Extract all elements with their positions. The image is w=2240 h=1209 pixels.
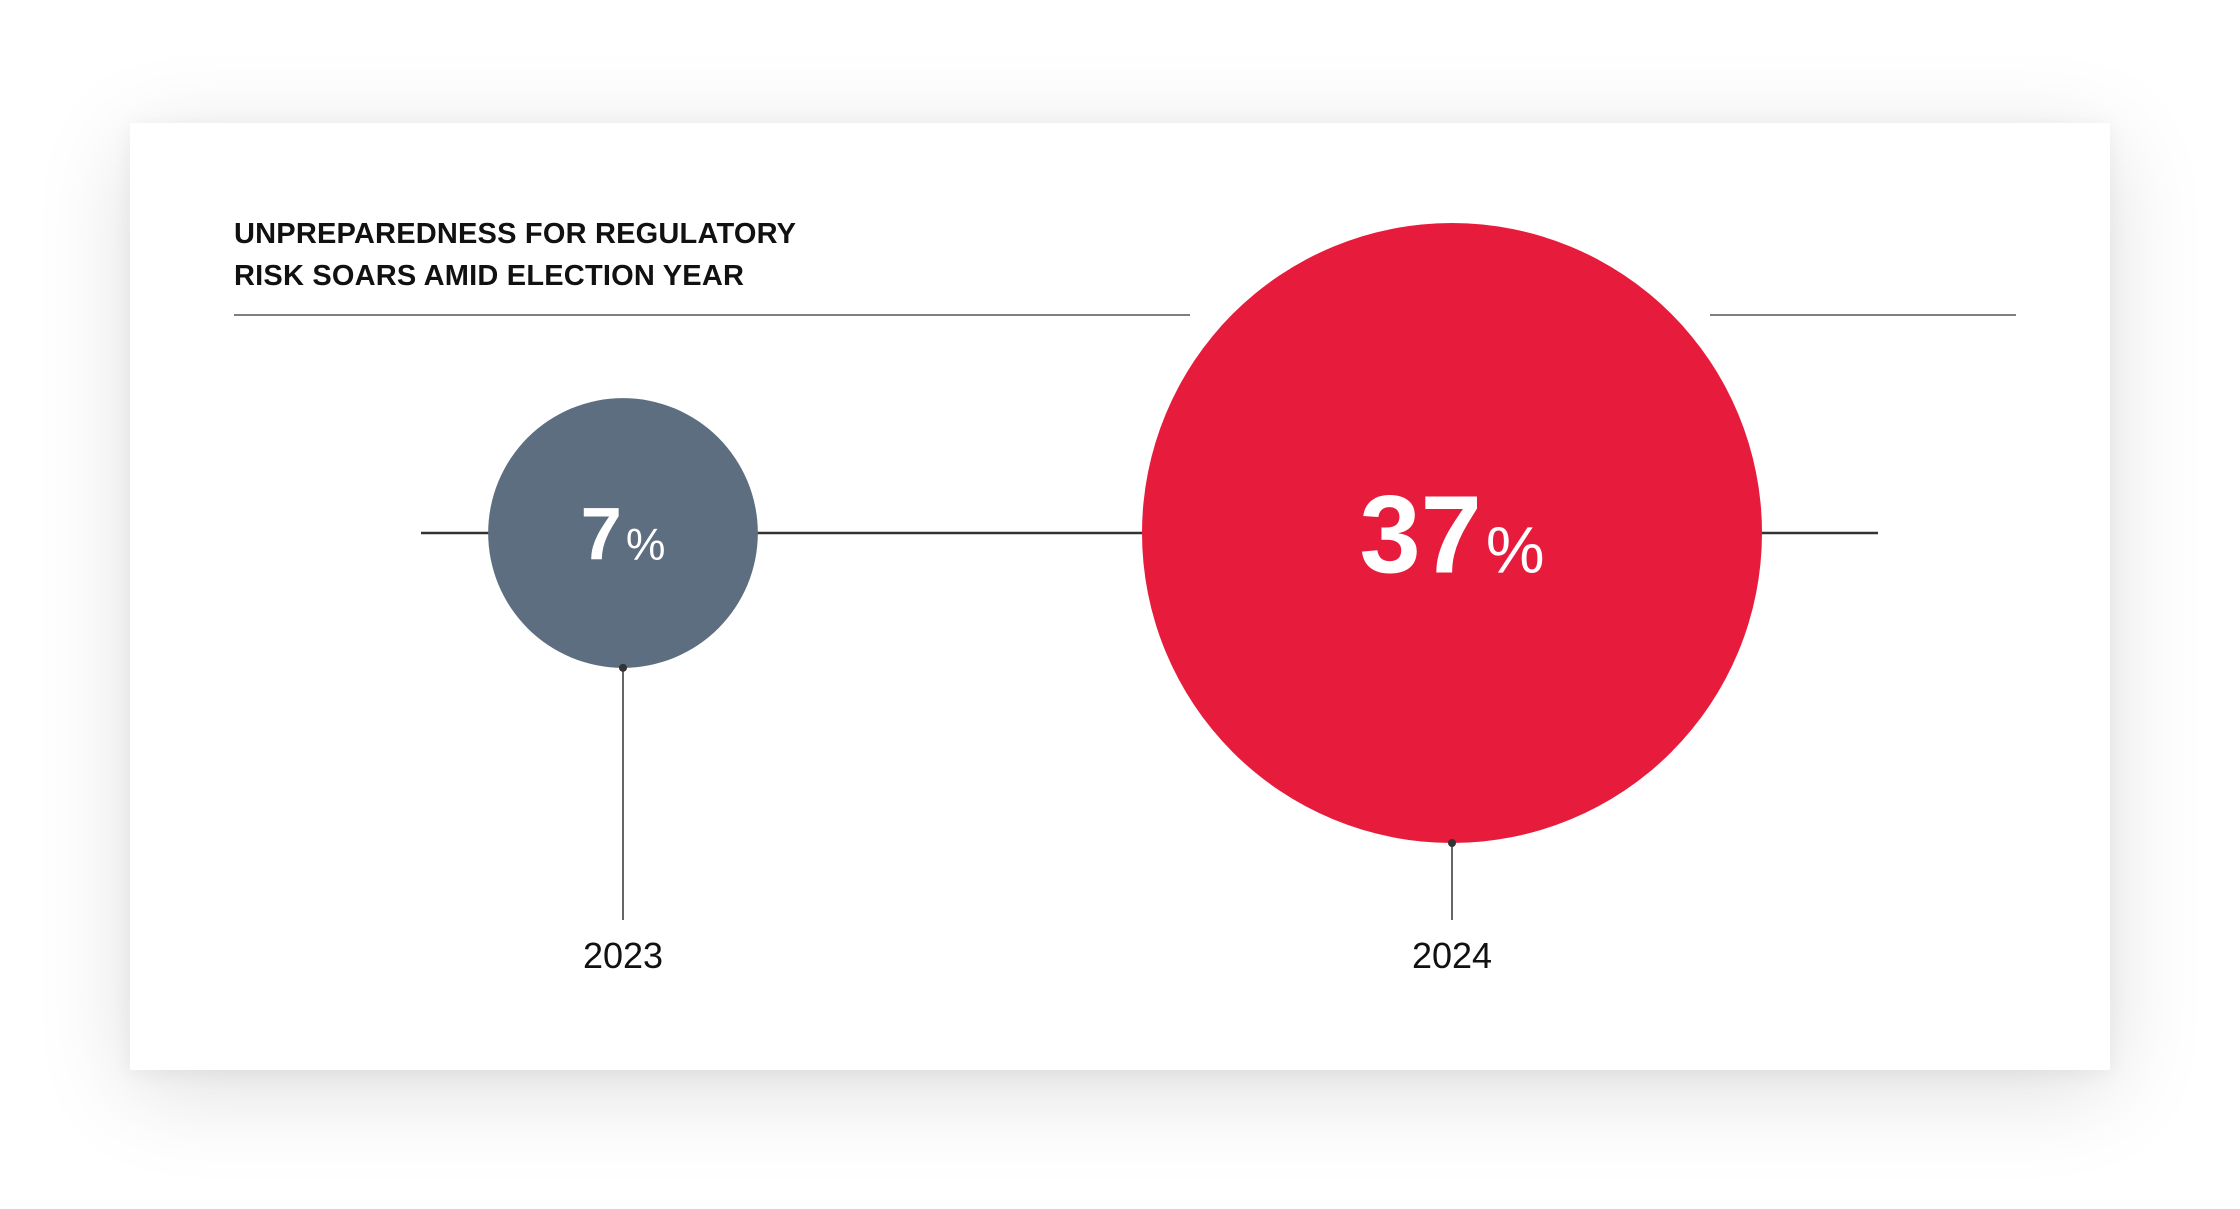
- percent-sign-2023: %: [626, 521, 666, 570]
- chart-title-line-1: UNPREPAREDNESS FOR REGULATORY: [234, 218, 797, 250]
- bubble-2024: [1142, 223, 1762, 843]
- chart-title-line-2: RISK SOARS AMID ELECTION YEAR: [234, 260, 745, 292]
- value-label-2024: 37%: [1359, 474, 1544, 597]
- percent-sign-2024: %: [1486, 513, 1545, 587]
- chart-title: UNPREPAREDNESS FOR REGULATORY RISK SOARS…: [234, 213, 934, 297]
- bubble-2023: [488, 398, 758, 668]
- chart-card: UNPREPAREDNESS FOR REGULATORY RISK SOARS…: [130, 123, 2110, 1070]
- stem-dot-2024: [1448, 839, 1456, 847]
- year-label-2024: 2024: [1412, 935, 1492, 976]
- year-label-2023: 2023: [583, 935, 663, 976]
- stem-dot-2023: [619, 663, 627, 672]
